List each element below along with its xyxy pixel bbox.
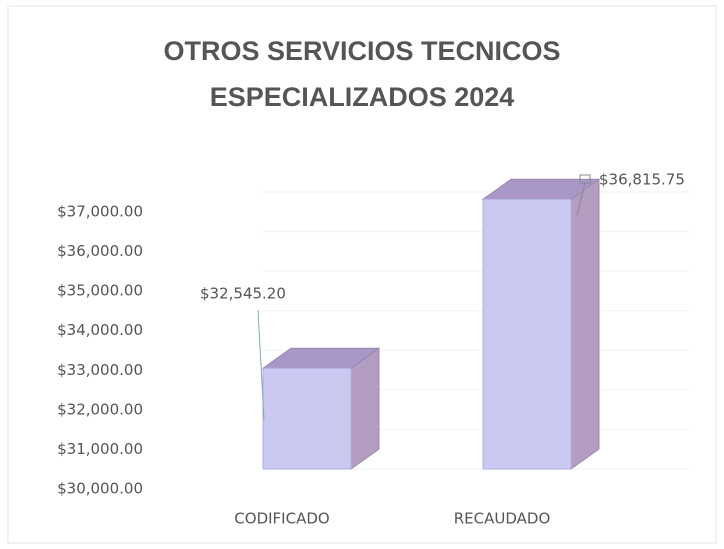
x-tick-label: CODIFICADO: [234, 510, 329, 528]
y-tick-label: $30,000.00: [57, 480, 143, 498]
bar: [482, 198, 572, 470]
bar-side: [350, 347, 380, 470]
data-label: $32,545.20: [200, 285, 286, 303]
y-tick-label: $31,000.00: [57, 440, 143, 458]
chart-border: [7, 5, 717, 544]
x-tick-label: RECAUDADO: [454, 510, 551, 528]
leader-line: [576, 182, 586, 216]
y-tick-label: $36,000.00: [57, 242, 143, 260]
leader-line: [257, 309, 265, 421]
y-tick-label: $33,000.00: [57, 361, 143, 379]
data-label: $36,815.75: [599, 171, 685, 189]
y-tick-label: $35,000.00: [57, 282, 143, 300]
y-tick-label: $34,000.00: [57, 321, 143, 339]
y-tick-label: $32,000.00: [57, 400, 143, 418]
chart-title: OTROS SERVICIOS TECNICOS ESPECIALIZADOS …: [163, 36, 561, 112]
bar: [262, 367, 352, 470]
bar-side: [570, 178, 600, 470]
y-tick-label: $37,000.00: [57, 203, 143, 221]
